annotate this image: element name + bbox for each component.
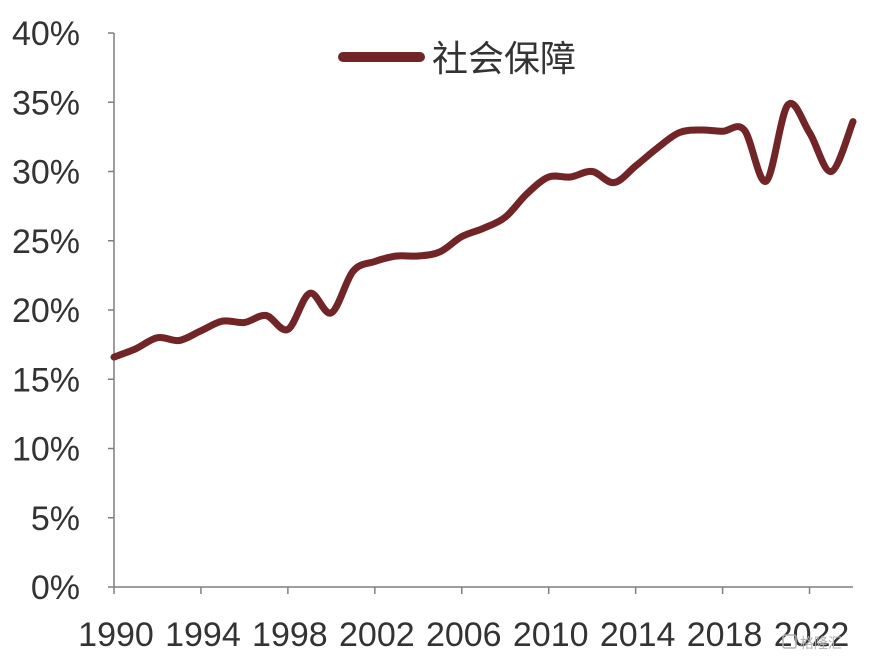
x-axis: 1990 1994 1998 2002 2006 2010 2014 2018 2022 bbox=[78, 586, 853, 654]
x-tick-label: 1998 bbox=[252, 616, 328, 654]
watermark-text: 格隆汇 bbox=[800, 636, 842, 652]
x-tick-label: 1990 bbox=[78, 616, 154, 654]
x-tick-label: 2018 bbox=[687, 616, 763, 654]
watermark: 格隆汇 bbox=[782, 634, 842, 652]
y-tick-label: 35% bbox=[12, 84, 80, 122]
y-tick-label: 40% bbox=[12, 15, 80, 53]
y-tick-marks bbox=[108, 32, 114, 588]
y-tick-label: 30% bbox=[12, 154, 80, 192]
x-tick-marks bbox=[113, 587, 811, 594]
y-tick-label: 10% bbox=[12, 431, 80, 469]
y-tick-label: 0% bbox=[31, 569, 80, 607]
x-tick-label: 2014 bbox=[600, 616, 676, 654]
x-tick-label: 1994 bbox=[165, 616, 241, 654]
x-tick-label: 2010 bbox=[513, 616, 589, 654]
y-tick-label: 15% bbox=[12, 361, 80, 399]
legend: 社会保障 bbox=[338, 39, 576, 80]
series-line bbox=[110, 99, 857, 361]
y-tick-label: 5% bbox=[31, 500, 80, 538]
x-tick-labels: 1990 1994 1998 2002 2006 2010 2014 2018 2022 bbox=[78, 616, 849, 654]
y-tick-label: 25% bbox=[12, 223, 80, 261]
watermark-logo-icon bbox=[782, 634, 797, 649]
y-axis: 0% 5% 10% 15% 20% 25% 30% 35% 40% bbox=[12, 15, 115, 607]
series-layer bbox=[110, 99, 857, 361]
y-tick-label: 20% bbox=[12, 292, 80, 330]
x-tick-label: 2002 bbox=[339, 616, 415, 654]
y-tick-labels: 0% 5% 10% 15% 20% 25% 30% 35% 40% bbox=[12, 15, 80, 607]
x-tick-label: 2006 bbox=[426, 616, 502, 654]
legend-label: 社会保障 bbox=[432, 39, 576, 80]
